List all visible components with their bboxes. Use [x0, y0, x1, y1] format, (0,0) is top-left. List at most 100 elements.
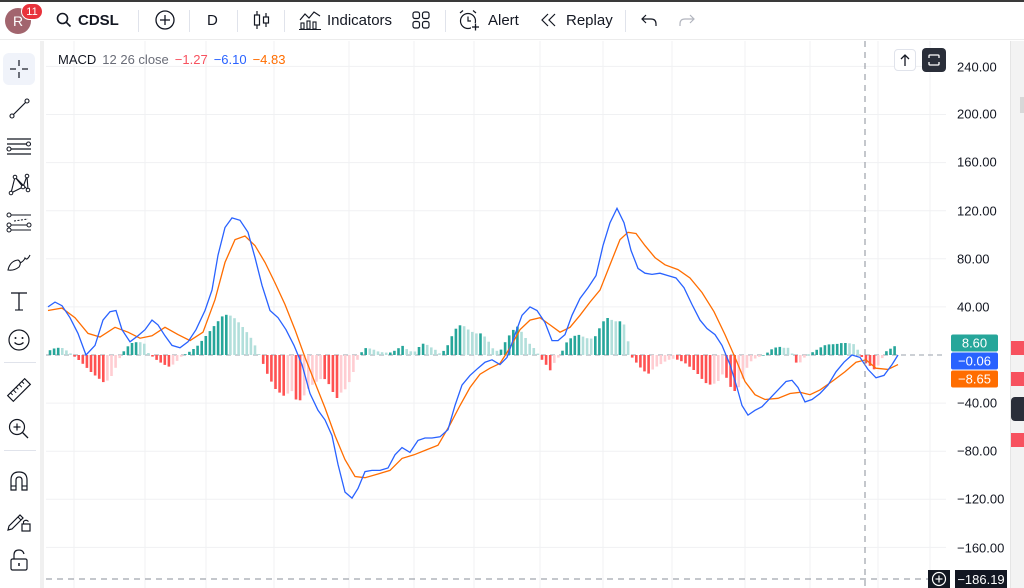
- alert-marker: [1011, 372, 1024, 386]
- indicators-button[interactable]: Indicators: [299, 0, 392, 40]
- histogram-bar: [466, 329, 470, 355]
- histogram-bar: [700, 355, 704, 379]
- zoom-in-tool[interactable]: [3, 413, 35, 445]
- undo-button[interactable]: [641, 0, 657, 40]
- histogram-bar: [876, 355, 880, 366]
- histogram-bar: [323, 355, 326, 380]
- grid-icon: [412, 11, 430, 29]
- histogram-bar: [307, 355, 310, 389]
- histogram-bar: [253, 345, 257, 355]
- histogram-bar: [331, 355, 335, 392]
- alert-label: Alert: [488, 11, 519, 29]
- macd-value: −6.10: [213, 52, 247, 67]
- histogram-bar: [831, 344, 835, 355]
- candles-icon: [253, 11, 270, 29]
- replay-label: Replay: [566, 11, 613, 29]
- histogram-bar: [491, 348, 495, 355]
- histogram-bar: [717, 355, 720, 381]
- histogram-bar: [97, 355, 101, 379]
- crosshair-tool[interactable]: [3, 53, 35, 85]
- histogram-bar: [487, 341, 490, 355]
- signal-value: −4.83: [252, 52, 286, 67]
- histogram-bar: [77, 355, 80, 360]
- histogram-bar: [811, 352, 814, 355]
- histogram-bar: [856, 349, 859, 355]
- histogram-bar: [446, 345, 449, 355]
- emoji-tool[interactable]: [3, 324, 35, 356]
- histogram-bar: [52, 348, 56, 355]
- histogram-bar: [794, 355, 798, 363]
- histogram-bar: [311, 355, 314, 385]
- histogram-bar: [606, 318, 609, 355]
- sidebar-handle[interactable]: [1011, 397, 1024, 421]
- histogram-bar: [655, 355, 659, 367]
- histogram-bar: [147, 353, 150, 355]
- histogram-bar: [704, 355, 708, 384]
- interval-button[interactable]: D: [207, 0, 218, 40]
- histogram-bar: [143, 343, 146, 355]
- text-tool[interactable]: [3, 285, 35, 317]
- histogram-bar: [840, 343, 843, 355]
- divider: [189, 10, 190, 32]
- trend-line-tool[interactable]: [3, 92, 35, 124]
- scroll-to-top-button[interactable]: [894, 49, 916, 71]
- signal-line: [47, 231, 899, 479]
- histogram-bar: [540, 355, 544, 360]
- price-value-tag: 8.60: [951, 334, 998, 352]
- histogram-bar: [343, 355, 347, 390]
- measure-tool[interactable]: [3, 374, 35, 406]
- histogram-bar: [844, 343, 847, 355]
- compare-symbol-button[interactable]: [154, 0, 176, 40]
- indicator-legend[interactable]: MACD 12 26 close −1.27 −6.10 −4.83: [58, 52, 286, 67]
- avatar-letter: R: [12, 13, 24, 29]
- unlock-tool[interactable]: [3, 544, 35, 576]
- symbol-search-button[interactable]: CDSL: [56, 0, 119, 40]
- replay-button[interactable]: Replay: [540, 0, 613, 40]
- unlock-icon: [10, 549, 28, 571]
- histogram-bar: [261, 355, 265, 364]
- histogram-bar: [893, 346, 896, 355]
- histogram-bar: [778, 346, 782, 355]
- histogram-bar: [208, 331, 212, 355]
- histogram-bar: [364, 348, 367, 355]
- histogram-bar: [803, 355, 806, 358]
- histogram-bar: [544, 355, 548, 365]
- maximize-pane-button[interactable]: [922, 48, 946, 72]
- templates-button[interactable]: [412, 0, 430, 40]
- histogram-bar: [81, 355, 85, 364]
- horizontal-lines-tool[interactable]: [3, 130, 35, 162]
- alert-marker: [1011, 341, 1024, 355]
- histogram-bar: [766, 352, 769, 355]
- pattern-tool[interactable]: [3, 168, 35, 200]
- histogram-bar: [565, 342, 568, 355]
- text-icon: [11, 292, 27, 311]
- fib-retracement-tool[interactable]: [3, 207, 35, 239]
- histogram-bar: [442, 350, 445, 355]
- histogram-bar: [73, 355, 76, 357]
- histogram-bar: [130, 343, 134, 355]
- histogram-bar: [676, 355, 679, 360]
- magnet-tool[interactable]: [3, 465, 35, 497]
- price-axis[interactable]: [946, 41, 1006, 588]
- histogram-bar: [823, 345, 827, 355]
- histogram-bar: [462, 326, 466, 355]
- histogram-bar: [179, 355, 183, 357]
- histogram-bar: [196, 345, 199, 355]
- plus-circle-icon: [155, 10, 175, 30]
- histogram-bar: [815, 349, 818, 355]
- macd-line: [47, 206, 899, 500]
- maximize-icon: [928, 54, 940, 66]
- indicators-label: Indicators: [327, 11, 393, 29]
- histogram-bar: [692, 355, 695, 370]
- add-alert-plus-button[interactable]: [928, 570, 950, 588]
- brush-tool[interactable]: [3, 246, 35, 278]
- histogram-bar: [782, 347, 786, 355]
- histogram-bar: [159, 355, 162, 363]
- chart-type-button[interactable]: [253, 0, 271, 40]
- redo-button[interactable]: [679, 0, 695, 40]
- histogram-bar: [192, 349, 195, 355]
- lock-drawings-tool[interactable]: [3, 504, 35, 536]
- histogram-bar: [569, 338, 572, 355]
- alert-button[interactable]: Alert: [458, 0, 519, 40]
